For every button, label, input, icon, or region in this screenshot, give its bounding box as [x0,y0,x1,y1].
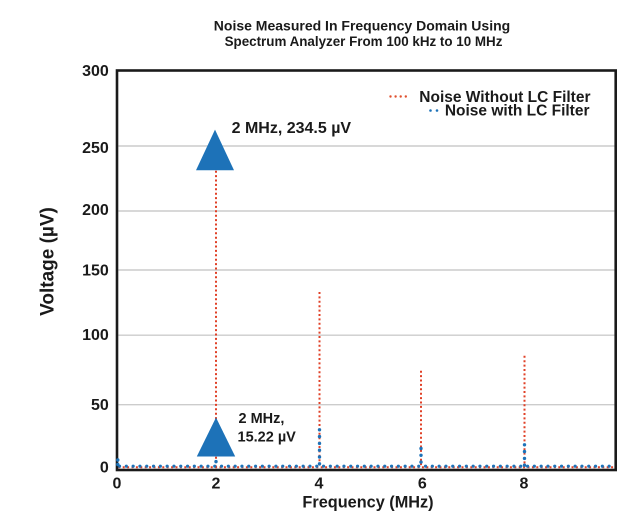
svg-text:Noise with LC Filter: Noise with LC Filter [445,102,590,119]
svg-text:Voltage (µV): Voltage (µV) [38,207,59,316]
svg-text:50: 50 [91,397,109,414]
svg-text:15.22 µV: 15.22 µV [238,429,297,445]
svg-text:0: 0 [113,475,122,492]
svg-text:8: 8 [520,475,529,492]
svg-text:2 MHz,: 2 MHz, [239,411,285,427]
svg-text:0: 0 [100,459,109,476]
svg-text:250: 250 [82,140,109,157]
svg-text:300: 300 [82,63,109,80]
svg-text:2: 2 [212,475,221,492]
svg-text:4: 4 [315,475,324,492]
svg-text:Noise Without LC Filter: Noise Without LC Filter [419,89,590,106]
svg-text:Spectrum Analyzer From 100 kHz: Spectrum Analyzer From 100 kHz to 10 MHz [225,34,503,49]
svg-text:200: 200 [82,202,109,219]
svg-text:6: 6 [418,475,427,492]
svg-text:Noise Measured In Frequency Do: Noise Measured In Frequency Domain Using [214,18,510,34]
svg-text:Frequency (MHz): Frequency (MHz) [302,493,433,511]
svg-text:2 MHz, 234.5 µV: 2 MHz, 234.5 µV [232,120,352,137]
svg-text:100: 100 [82,327,109,344]
svg-text:150: 150 [82,263,109,280]
